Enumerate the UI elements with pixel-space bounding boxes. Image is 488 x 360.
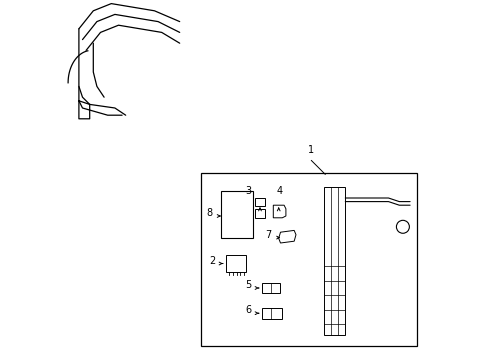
Text: 8: 8 <box>205 208 212 218</box>
Text: 2: 2 <box>209 256 215 266</box>
Bar <box>261 308 281 319</box>
Bar <box>201 173 416 346</box>
Bar <box>254 209 265 218</box>
Bar <box>254 198 265 206</box>
Bar <box>261 283 279 293</box>
Text: 6: 6 <box>245 305 251 315</box>
Bar <box>221 191 253 238</box>
Text: 7: 7 <box>264 230 270 240</box>
Text: 3: 3 <box>244 186 251 196</box>
Bar <box>225 255 245 272</box>
Text: 5: 5 <box>245 280 251 290</box>
Text: 1: 1 <box>307 145 313 155</box>
Text: 4: 4 <box>276 186 282 196</box>
